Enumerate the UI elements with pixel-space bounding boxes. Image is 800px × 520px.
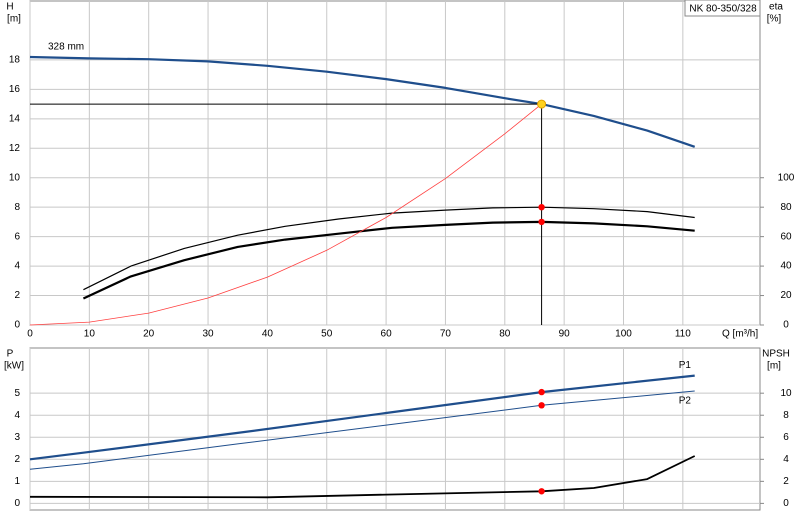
y2-axis-title: eta bbox=[769, 2, 783, 13]
y-tick-label: 0 bbox=[14, 320, 20, 331]
duty-point bbox=[538, 203, 545, 211]
y2-tick-label: 2 bbox=[783, 476, 789, 487]
y2-tick-label: 80 bbox=[780, 202, 792, 213]
y2-tick-label: 8 bbox=[783, 410, 789, 421]
y2-tick-label: 40 bbox=[780, 261, 792, 272]
y-axis-title: H bbox=[6, 2, 13, 13]
duty-point bbox=[538, 488, 545, 495]
y-axis-title: P bbox=[7, 349, 14, 360]
series-line bbox=[82, 220, 695, 300]
series-line bbox=[83, 206, 695, 291]
x-tick-label: 80 bbox=[499, 329, 511, 340]
y-tick-label: 2 bbox=[14, 290, 20, 301]
x-tick-label: 110 bbox=[675, 329, 691, 340]
series-line bbox=[29, 374, 695, 461]
y2-tick-label: 6 bbox=[783, 432, 789, 443]
plot-area bbox=[29, 0, 761, 326]
y-axis-unit: [kW] bbox=[4, 361, 24, 372]
y2-tick-label: 10 bbox=[780, 388, 792, 399]
y2-tick-label: 60 bbox=[780, 231, 792, 242]
y-tick-label: 1 bbox=[14, 476, 20, 487]
y-tick-label: 4 bbox=[14, 261, 20, 272]
y-tick-label: 2 bbox=[14, 454, 20, 465]
y-tick-label: 18 bbox=[9, 55, 21, 66]
y-tick-label: 14 bbox=[9, 113, 21, 124]
duty-point bbox=[538, 388, 545, 396]
x-axis-title: Q [m³/h] bbox=[722, 329, 758, 340]
x-tick-label: 10 bbox=[84, 329, 96, 340]
y-tick-label: 10 bbox=[9, 172, 21, 183]
duty-point bbox=[537, 99, 547, 109]
y-tick-label: 6 bbox=[14, 231, 20, 242]
x-tick-label: 90 bbox=[559, 329, 571, 340]
y-tick-label: 4 bbox=[14, 410, 20, 421]
series-line bbox=[29, 55, 696, 148]
x-tick-label: 40 bbox=[262, 329, 274, 340]
y2-axis-title: NPSH bbox=[762, 349, 790, 360]
series-label: 328 mm bbox=[48, 42, 84, 53]
series-line bbox=[29, 390, 695, 470]
x-tick-label: 70 bbox=[440, 329, 452, 340]
y-tick-label: 3 bbox=[14, 432, 20, 443]
y2-tick-label: 0 bbox=[783, 320, 789, 331]
x-tick-label: 50 bbox=[321, 329, 333, 340]
y-tick-label: 8 bbox=[14, 202, 20, 213]
y2-tick-label: 0 bbox=[783, 498, 789, 509]
y-axis-unit: [m] bbox=[7, 14, 21, 25]
x-tick-label: 60 bbox=[381, 329, 393, 340]
y2-axis-unit: [m] bbox=[767, 361, 781, 372]
y2-tick-label: 4 bbox=[783, 454, 789, 465]
y-tick-label: 16 bbox=[9, 84, 21, 95]
duty-point bbox=[538, 218, 545, 226]
title-box bbox=[684, 0, 761, 17]
y2-tick-label: 20 bbox=[780, 290, 792, 301]
x-tick-label: 100 bbox=[615, 329, 632, 340]
series-label: P2 bbox=[679, 396, 692, 407]
y-tick-label: 5 bbox=[14, 388, 20, 399]
plot-area bbox=[29, 347, 761, 511]
y2-tick-label: 100 bbox=[778, 172, 795, 183]
series-line bbox=[29, 103, 542, 326]
duty-point bbox=[538, 402, 545, 409]
y-tick-label: 12 bbox=[9, 143, 21, 154]
series-label: P1 bbox=[679, 360, 692, 371]
y-tick-label: 0 bbox=[14, 498, 20, 509]
x-tick-label: 0 bbox=[27, 329, 33, 340]
chart-title: NK 80-350/328 bbox=[689, 4, 757, 15]
x-tick-label: 30 bbox=[202, 329, 214, 340]
y2-axis-unit: [%] bbox=[767, 14, 782, 25]
x-tick-label: 20 bbox=[143, 329, 155, 340]
